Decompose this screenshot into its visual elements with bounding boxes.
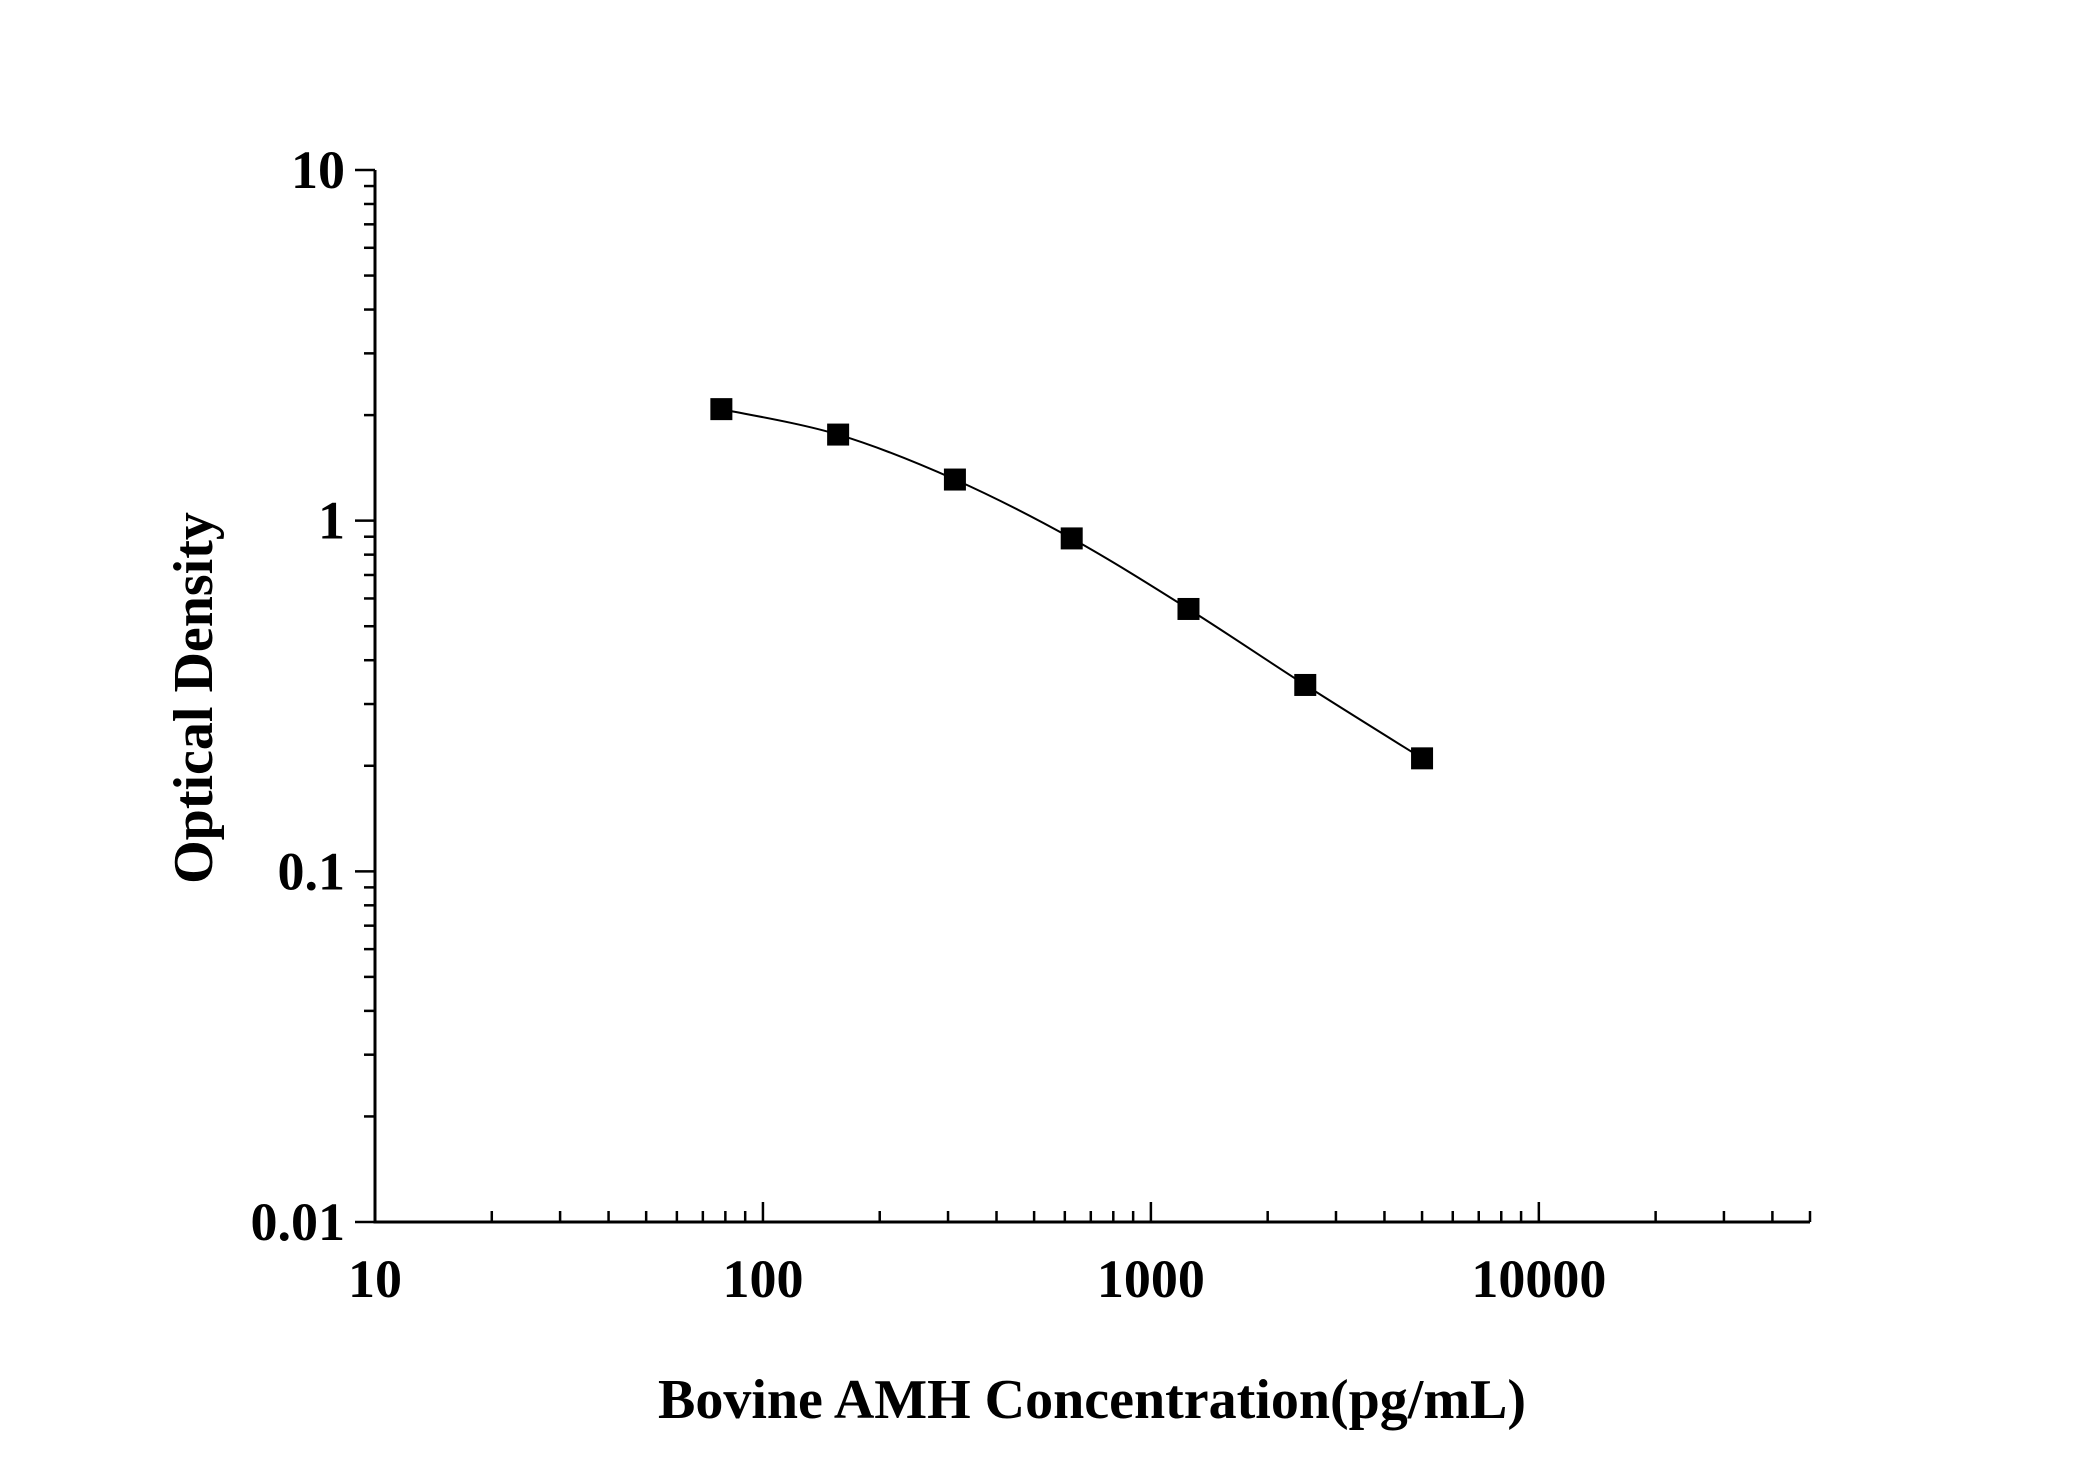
y-tick-label: 0.01 [251, 1192, 346, 1252]
data-point-marker [1294, 673, 1317, 696]
x-tick-label: 10 [348, 1249, 402, 1309]
data-point-marker [1060, 527, 1083, 550]
x-tick-label: 1000 [1097, 1249, 1205, 1309]
y-tick-label: 0.1 [278, 841, 346, 901]
data-point-marker [943, 468, 966, 491]
y-axis-ticks [355, 168, 375, 1224]
x-axis-ticks [373, 1202, 1812, 1222]
x-tick-label: 10000 [1471, 1249, 1606, 1309]
data-point-marker [1411, 747, 1434, 770]
y-axis-tick-labels: 0.01 0.1 1 10 [251, 140, 346, 1252]
x-tick-label: 100 [722, 1249, 803, 1309]
axes [373, 170, 1810, 1224]
data-point-marker [827, 423, 850, 446]
y-axis-title: Optical Density [163, 512, 225, 884]
data-point-marker [710, 398, 733, 421]
y-tick-label: 1 [318, 491, 345, 551]
y-tick-label: 10 [291, 140, 345, 200]
series-line [721, 408, 1423, 760]
x-axis-title: Bovine AMH Concentration(pg/mL) [658, 1369, 1526, 1431]
data-point-marker [1177, 597, 1200, 620]
x-axis-tick-labels: 10 100 1000 10000 [348, 1249, 1606, 1309]
series-points-group [710, 398, 1434, 770]
series-line-group [721, 408, 1423, 760]
